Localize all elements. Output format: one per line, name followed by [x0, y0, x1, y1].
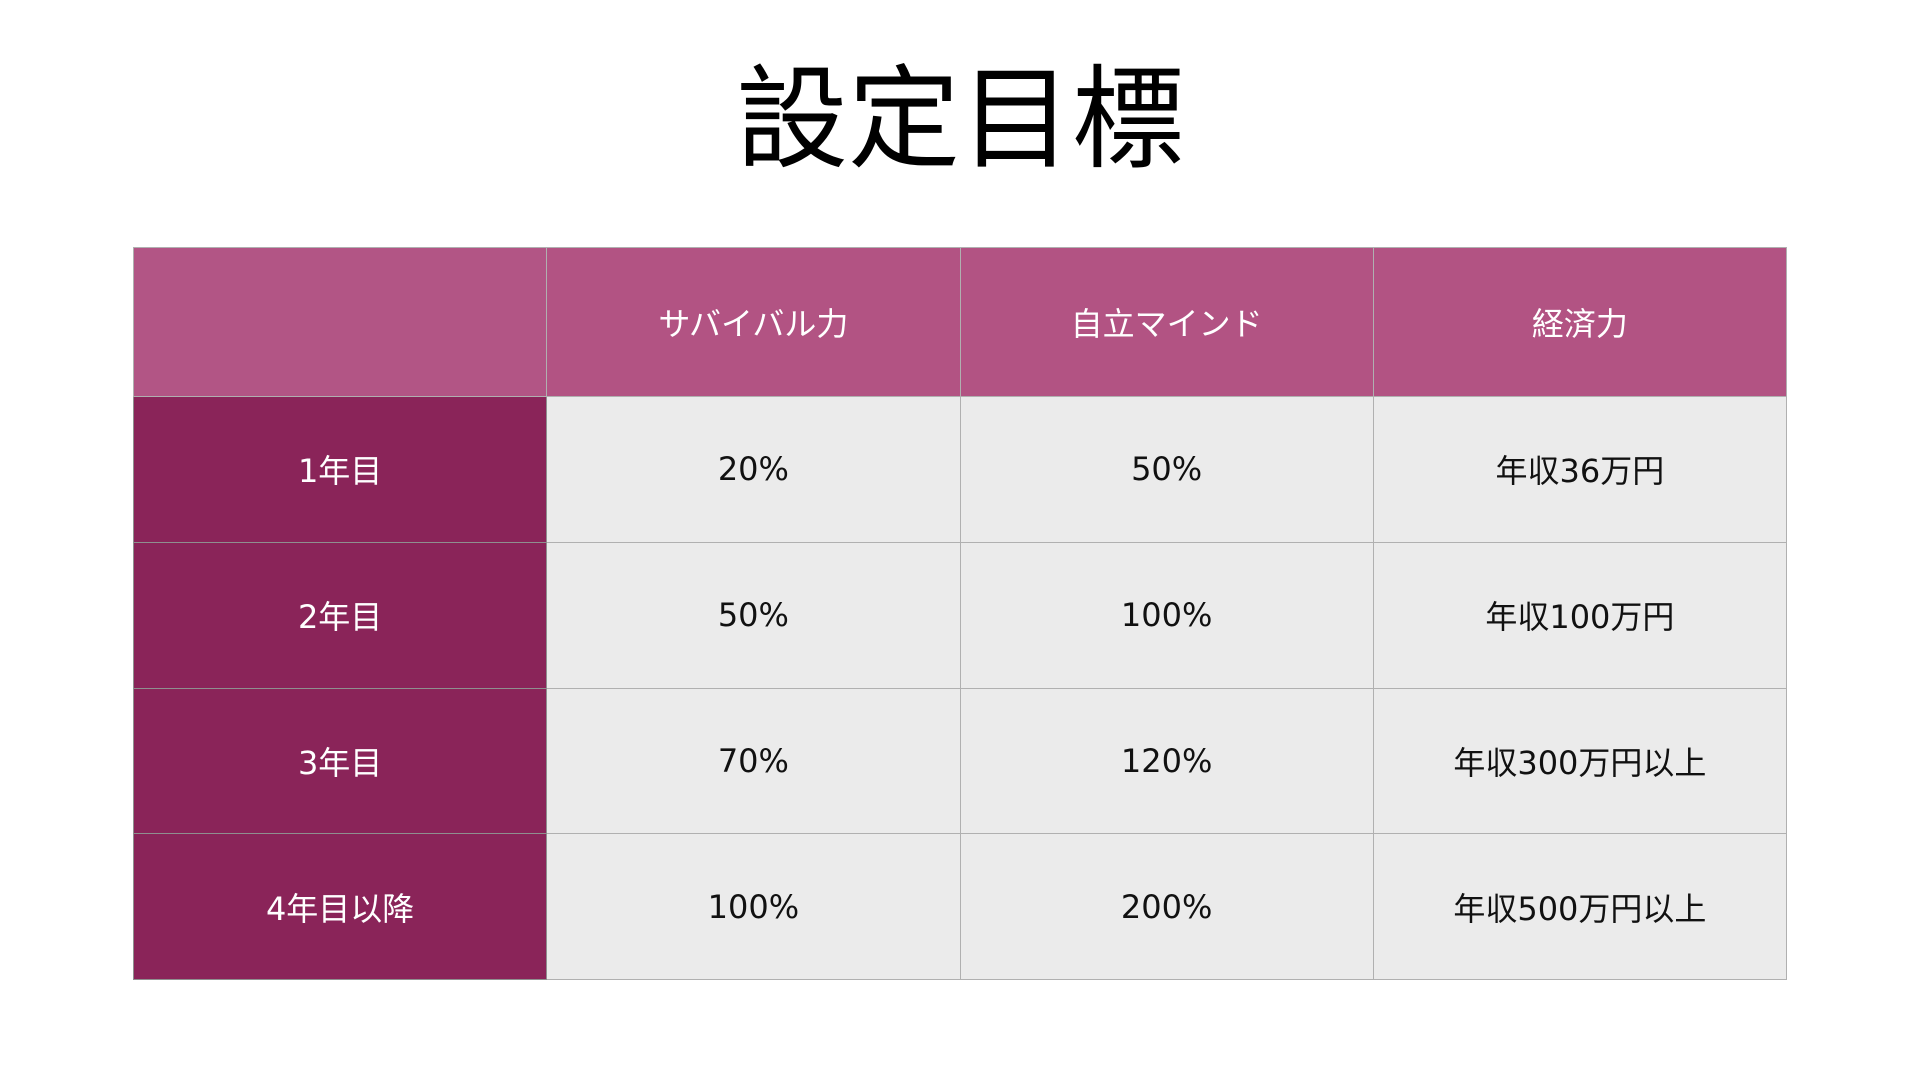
row-header: 4年目以降	[132, 833, 548, 980]
header-row: サバイバル力 自立マインド 経済力	[132, 247, 1788, 397]
table-cell: 20%	[546, 396, 961, 543]
table-row: 3年目 70% 120% 年収300万円以上	[132, 687, 1788, 835]
table-row: 1年目 20% 50% 年収36万円	[132, 396, 1788, 543]
table-cell: 100%	[546, 833, 961, 980]
row-header: 2年目	[132, 541, 548, 689]
table-cell: 100%	[959, 541, 1374, 689]
column-header: 自立マインド	[959, 247, 1374, 397]
table-cell: 50%	[546, 541, 961, 689]
table-cell: 200%	[959, 833, 1374, 980]
column-header: 経済力	[1372, 247, 1788, 397]
column-header: サバイバル力	[546, 247, 961, 397]
table-cell: 年収300万円以上	[1372, 687, 1788, 835]
table-cell: 50%	[959, 396, 1374, 543]
row-header: 1年目	[132, 396, 548, 543]
table-cell: 年収36万円	[1372, 396, 1788, 543]
table-cell: 70%	[546, 687, 961, 835]
row-header: 3年目	[132, 687, 548, 835]
page-title: 設定目標	[736, 55, 1184, 185]
table-row: 2年目 50% 100% 年収100万円	[132, 541, 1788, 689]
corner-header	[132, 247, 548, 397]
goals-table: サバイバル力 自立マインド 経済力 1年目 20% 50% 年収36万円 2年目…	[132, 247, 1788, 980]
table-row: 4年目以降 100% 200% 年収500万円以上	[132, 833, 1788, 980]
table-cell: 年収100万円	[1372, 541, 1788, 689]
table-cell: 120%	[959, 687, 1374, 835]
table-cell: 年収500万円以上	[1372, 833, 1788, 980]
